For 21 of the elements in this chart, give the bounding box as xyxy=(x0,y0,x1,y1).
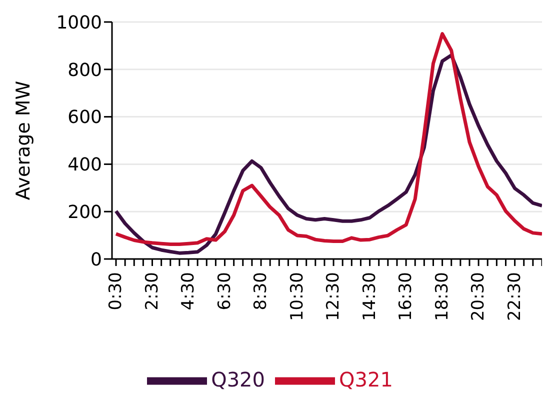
y-tick-label: 0 xyxy=(90,249,102,270)
y-axis-title: Average MW xyxy=(12,80,35,200)
legend-label: Q321 xyxy=(339,367,393,392)
y-tick-label: 800 xyxy=(68,60,102,81)
x-tick-label: 10:30 xyxy=(287,272,308,321)
x-tick-label: 8:30 xyxy=(251,272,272,310)
x-tick-label: 2:30 xyxy=(142,272,162,310)
x-tick-label: 0:30 xyxy=(106,272,126,310)
x-tick-label: 22:30 xyxy=(504,272,525,321)
x-tick-label: 4:30 xyxy=(178,272,199,310)
x-tick-label: 6:30 xyxy=(214,272,235,310)
x-tick-label: 20:30 xyxy=(468,272,489,321)
y-tick-label: 600 xyxy=(68,107,102,128)
x-tick-label: 14:30 xyxy=(360,272,380,321)
y-tick-label: 200 xyxy=(68,202,102,223)
y-tick-label: 1000 xyxy=(56,12,102,34)
x-tick-label: 16:30 xyxy=(396,272,416,321)
x-tick-label: 18:30 xyxy=(432,272,452,321)
legend-label: Q320 xyxy=(211,367,265,392)
x-tick-label: 12:30 xyxy=(324,272,344,321)
y-tick-label: 400 xyxy=(68,154,102,176)
